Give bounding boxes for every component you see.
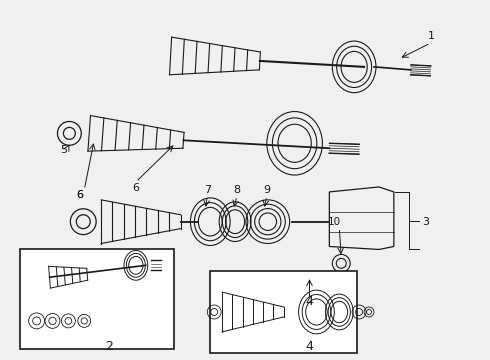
Text: 5: 5 [60, 145, 67, 155]
Text: 6: 6 [76, 190, 83, 200]
Text: 4: 4 [306, 294, 314, 307]
Text: 4: 4 [306, 340, 314, 353]
Text: 7: 7 [204, 185, 211, 195]
Text: 2: 2 [105, 340, 113, 353]
Text: 9: 9 [263, 185, 270, 195]
Bar [210, 271, 357, 353]
Bar [20, 249, 173, 349]
Text: 1: 1 [428, 31, 435, 41]
Text: 10: 10 [328, 217, 341, 227]
Text: 6: 6 [132, 183, 139, 193]
Text: 8: 8 [234, 185, 241, 195]
Text: 6: 6 [76, 190, 83, 200]
Text: 3: 3 [422, 217, 430, 227]
